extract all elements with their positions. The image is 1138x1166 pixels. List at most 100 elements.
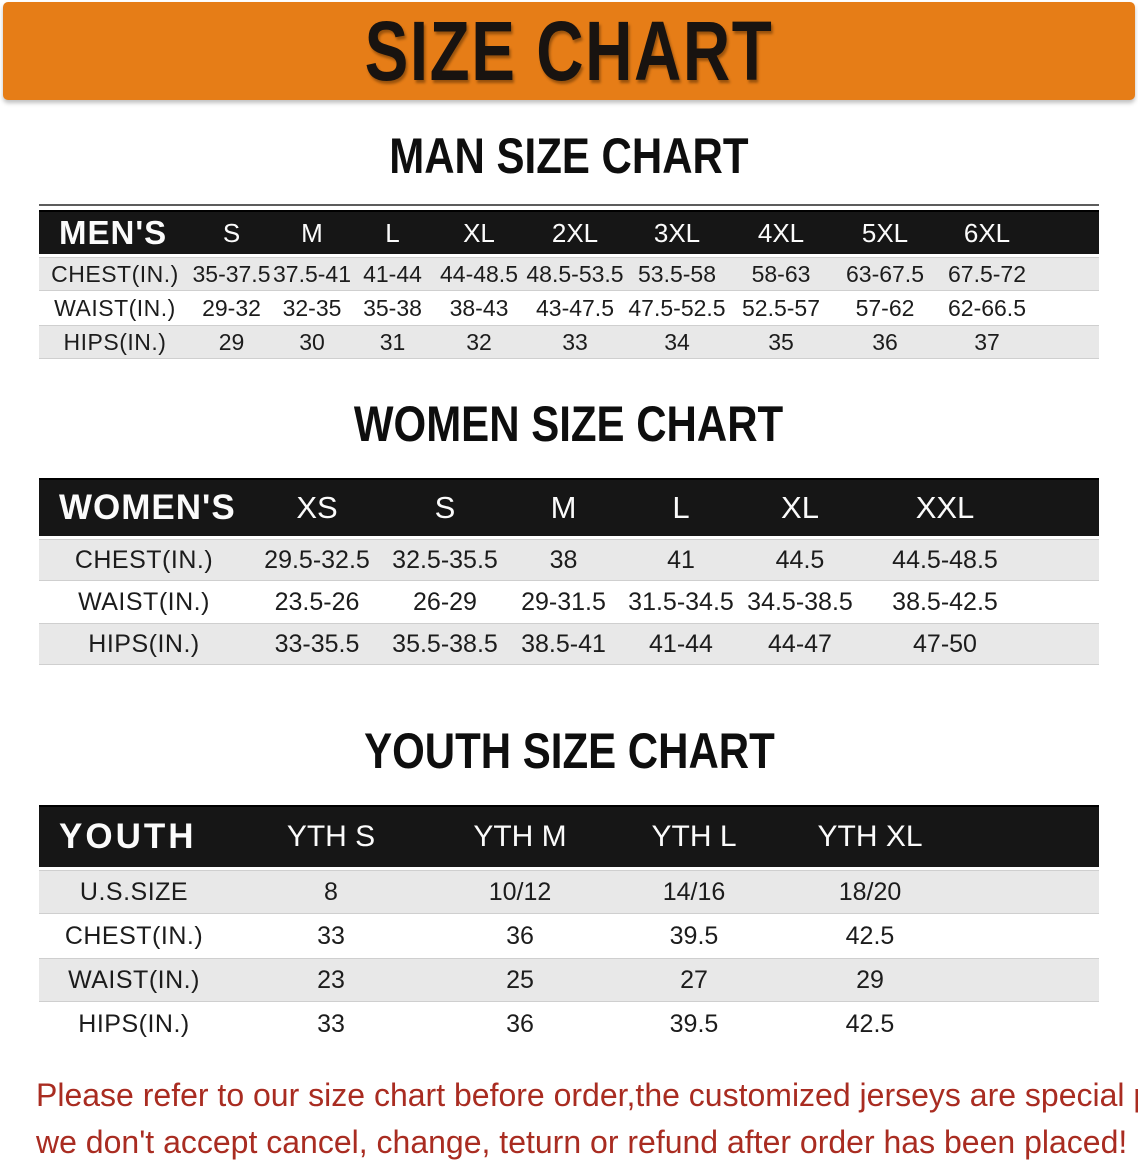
- men-section-heading-text: MAN SIZE CHART: [389, 128, 749, 184]
- women-col-xs: XS: [249, 478, 385, 539]
- youth-col-yth-l: YTH L: [607, 805, 781, 870]
- men-chest-value: 41-44: [352, 257, 433, 291]
- youth-col-yth-m: YTH M: [433, 805, 607, 870]
- women-chest-value: 41: [622, 539, 740, 581]
- women-corner-label: WOMEN'S: [39, 478, 249, 539]
- women-hips-row: HIPS(IN.) 33-35.5 35.5-38.5 38.5-41 41-4…: [39, 623, 1099, 665]
- women-hips-value: 44-47: [740, 623, 860, 665]
- youth-ussize-value: 14/16: [607, 870, 781, 914]
- men-chest-value: 53.5-58: [625, 257, 729, 291]
- men-section-heading: MAN SIZE CHART: [0, 127, 1138, 185]
- men-chest-value: 35-37.5: [191, 257, 272, 291]
- men-col-xl: XL: [433, 210, 525, 257]
- banner: SIZE CHART: [3, 2, 1135, 100]
- youth-col-yth-xl: YTH XL: [781, 805, 959, 870]
- men-chest-label: CHEST(IN.): [39, 257, 191, 291]
- youth-header-row: YOUTH YTH S YTH M YTH L YTH XL: [39, 805, 1099, 870]
- men-col-s: S: [191, 210, 272, 257]
- women-header-row: WOMEN'S XS S M L XL XXL: [39, 478, 1099, 539]
- youth-waist-value: 23: [229, 958, 433, 1002]
- disclaimer-note: Please refer to our size chart before or…: [0, 1072, 1138, 1166]
- men-col-4xl: 4XL: [729, 210, 833, 257]
- women-chest-label: CHEST(IN.): [39, 539, 249, 581]
- men-chest-value: 58-63: [729, 257, 833, 291]
- women-col-l: L: [622, 478, 740, 539]
- youth-ussize-row: U.S.SIZE 8 10/12 14/16 18/20: [39, 870, 1099, 914]
- men-header-row: MEN'S S M L XL 2XL 3XL 4XL 5XL 6XL: [39, 210, 1099, 257]
- filler-cell: [959, 805, 1099, 870]
- men-waist-value: 52.5-57: [729, 291, 833, 325]
- youth-waist-row: WAIST(IN.) 23 25 27 29: [39, 958, 1099, 1002]
- men-col-l: L: [352, 210, 433, 257]
- filler-cell: [959, 914, 1099, 958]
- women-col-m: M: [505, 478, 622, 539]
- men-hips-value: 33: [525, 325, 625, 359]
- youth-waist-value: 29: [781, 958, 959, 1002]
- youth-waist-value: 25: [433, 958, 607, 1002]
- men-hips-row: HIPS(IN.) 29 30 31 32 33 34 35 36 37: [39, 325, 1099, 359]
- women-chest-value: 32.5-35.5: [385, 539, 505, 581]
- men-hips-value: 32: [433, 325, 525, 359]
- youth-ussize-label: U.S.SIZE: [39, 870, 229, 914]
- youth-chest-value: 39.5: [607, 914, 781, 958]
- men-col-2xl: 2XL: [525, 210, 625, 257]
- men-waist-value: 57-62: [833, 291, 937, 325]
- men-hips-value: 29: [191, 325, 272, 359]
- women-col-xxl: XXL: [860, 478, 1030, 539]
- men-hips-value: 35: [729, 325, 833, 359]
- youth-hips-value: 33: [229, 1002, 433, 1046]
- men-hips-value: 31: [352, 325, 433, 359]
- women-waist-value: 29-31.5: [505, 581, 622, 623]
- filler-cell: [1037, 257, 1099, 291]
- youth-hips-value: 42.5: [781, 1002, 959, 1046]
- men-waist-value: 47.5-52.5: [625, 291, 729, 325]
- youth-waist-value: 27: [607, 958, 781, 1002]
- youth-hips-row: HIPS(IN.) 33 36 39.5 42.5: [39, 1002, 1099, 1046]
- disclaimer-line-1: Please refer to our size chart before or…: [36, 1077, 1138, 1113]
- men-waist-value: 62-66.5: [937, 291, 1037, 325]
- women-col-s: S: [385, 478, 505, 539]
- youth-ussize-value: 10/12: [433, 870, 607, 914]
- women-waist-value: 34.5-38.5: [740, 581, 860, 623]
- men-col-m: M: [272, 210, 352, 257]
- youth-col-yth-s: YTH S: [229, 805, 433, 870]
- women-size-table: WOMEN'S XS S M L XL XXL CHEST(IN.) 29.5-…: [39, 478, 1099, 665]
- filler-cell: [1037, 291, 1099, 325]
- men-corner-label: MEN'S: [39, 210, 191, 257]
- youth-chest-value: 36: [433, 914, 607, 958]
- women-section-heading: WOMEN SIZE CHART: [0, 395, 1138, 453]
- filler-cell: [1030, 539, 1099, 581]
- women-waist-row: WAIST(IN.) 23.5-26 26-29 29-31.5 31.5-34…: [39, 581, 1099, 623]
- filler-cell: [1030, 581, 1099, 623]
- youth-hips-label: HIPS(IN.): [39, 1002, 229, 1046]
- women-waist-value: 31.5-34.5: [622, 581, 740, 623]
- women-chest-value: 44.5: [740, 539, 860, 581]
- women-chest-value: 38: [505, 539, 622, 581]
- women-chest-row: CHEST(IN.) 29.5-32.5 32.5-35.5 38 41 44.…: [39, 539, 1099, 581]
- youth-chest-value: 33: [229, 914, 433, 958]
- filler-cell: [1037, 210, 1099, 257]
- women-hips-value: 33-35.5: [249, 623, 385, 665]
- men-waist-value: 32-35: [272, 291, 352, 325]
- women-hips-value: 41-44: [622, 623, 740, 665]
- men-hips-value: 34: [625, 325, 729, 359]
- men-chest-value: 67.5-72: [937, 257, 1037, 291]
- banner-title: SIZE CHART: [364, 3, 774, 98]
- filler-cell: [959, 1002, 1099, 1046]
- youth-section-heading-text: YOUTH SIZE CHART: [363, 723, 775, 779]
- filler-cell: [1030, 478, 1099, 539]
- youth-section-heading: YOUTH SIZE CHART: [0, 722, 1138, 780]
- women-hips-value: 38.5-41: [505, 623, 622, 665]
- men-waist-value: 29-32: [191, 291, 272, 325]
- women-section-heading-text: WOMEN SIZE CHART: [354, 396, 784, 452]
- women-hips-value: 35.5-38.5: [385, 623, 505, 665]
- women-hips-label: HIPS(IN.): [39, 623, 249, 665]
- men-col-3xl: 3XL: [625, 210, 729, 257]
- men-col-6xl: 6XL: [937, 210, 1037, 257]
- youth-chest-label: CHEST(IN.): [39, 914, 229, 958]
- filler-cell: [1037, 325, 1099, 359]
- men-waist-value: 35-38: [352, 291, 433, 325]
- youth-corner-label: YOUTH: [39, 805, 229, 870]
- women-chest-value: 44.5-48.5: [860, 539, 1030, 581]
